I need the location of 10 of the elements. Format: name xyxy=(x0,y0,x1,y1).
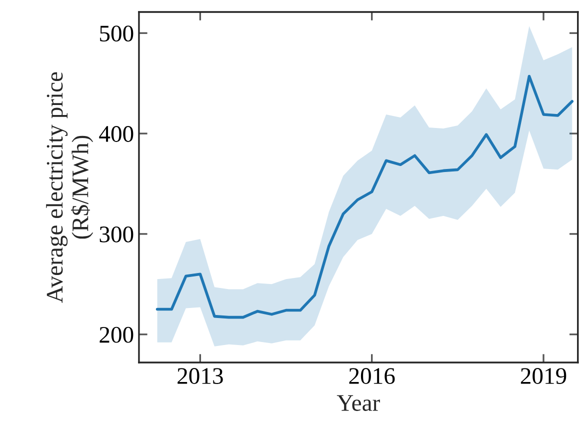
y-tick-label: 200 xyxy=(100,326,134,343)
x-tick-label: 2019 xyxy=(520,368,566,384)
y-tick-label: 300 xyxy=(100,226,134,242)
x-tick-label: 2016 xyxy=(349,368,395,384)
y-tick-label: 400 xyxy=(99,126,134,142)
y-axis-title: Average electricity price (R$/MWh) xyxy=(46,72,94,303)
x-tick-label: 2013 xyxy=(178,368,223,384)
line-series xyxy=(156,74,574,319)
y-tick-label: 500 xyxy=(100,26,134,42)
x-axis-title: Year xyxy=(336,395,380,411)
